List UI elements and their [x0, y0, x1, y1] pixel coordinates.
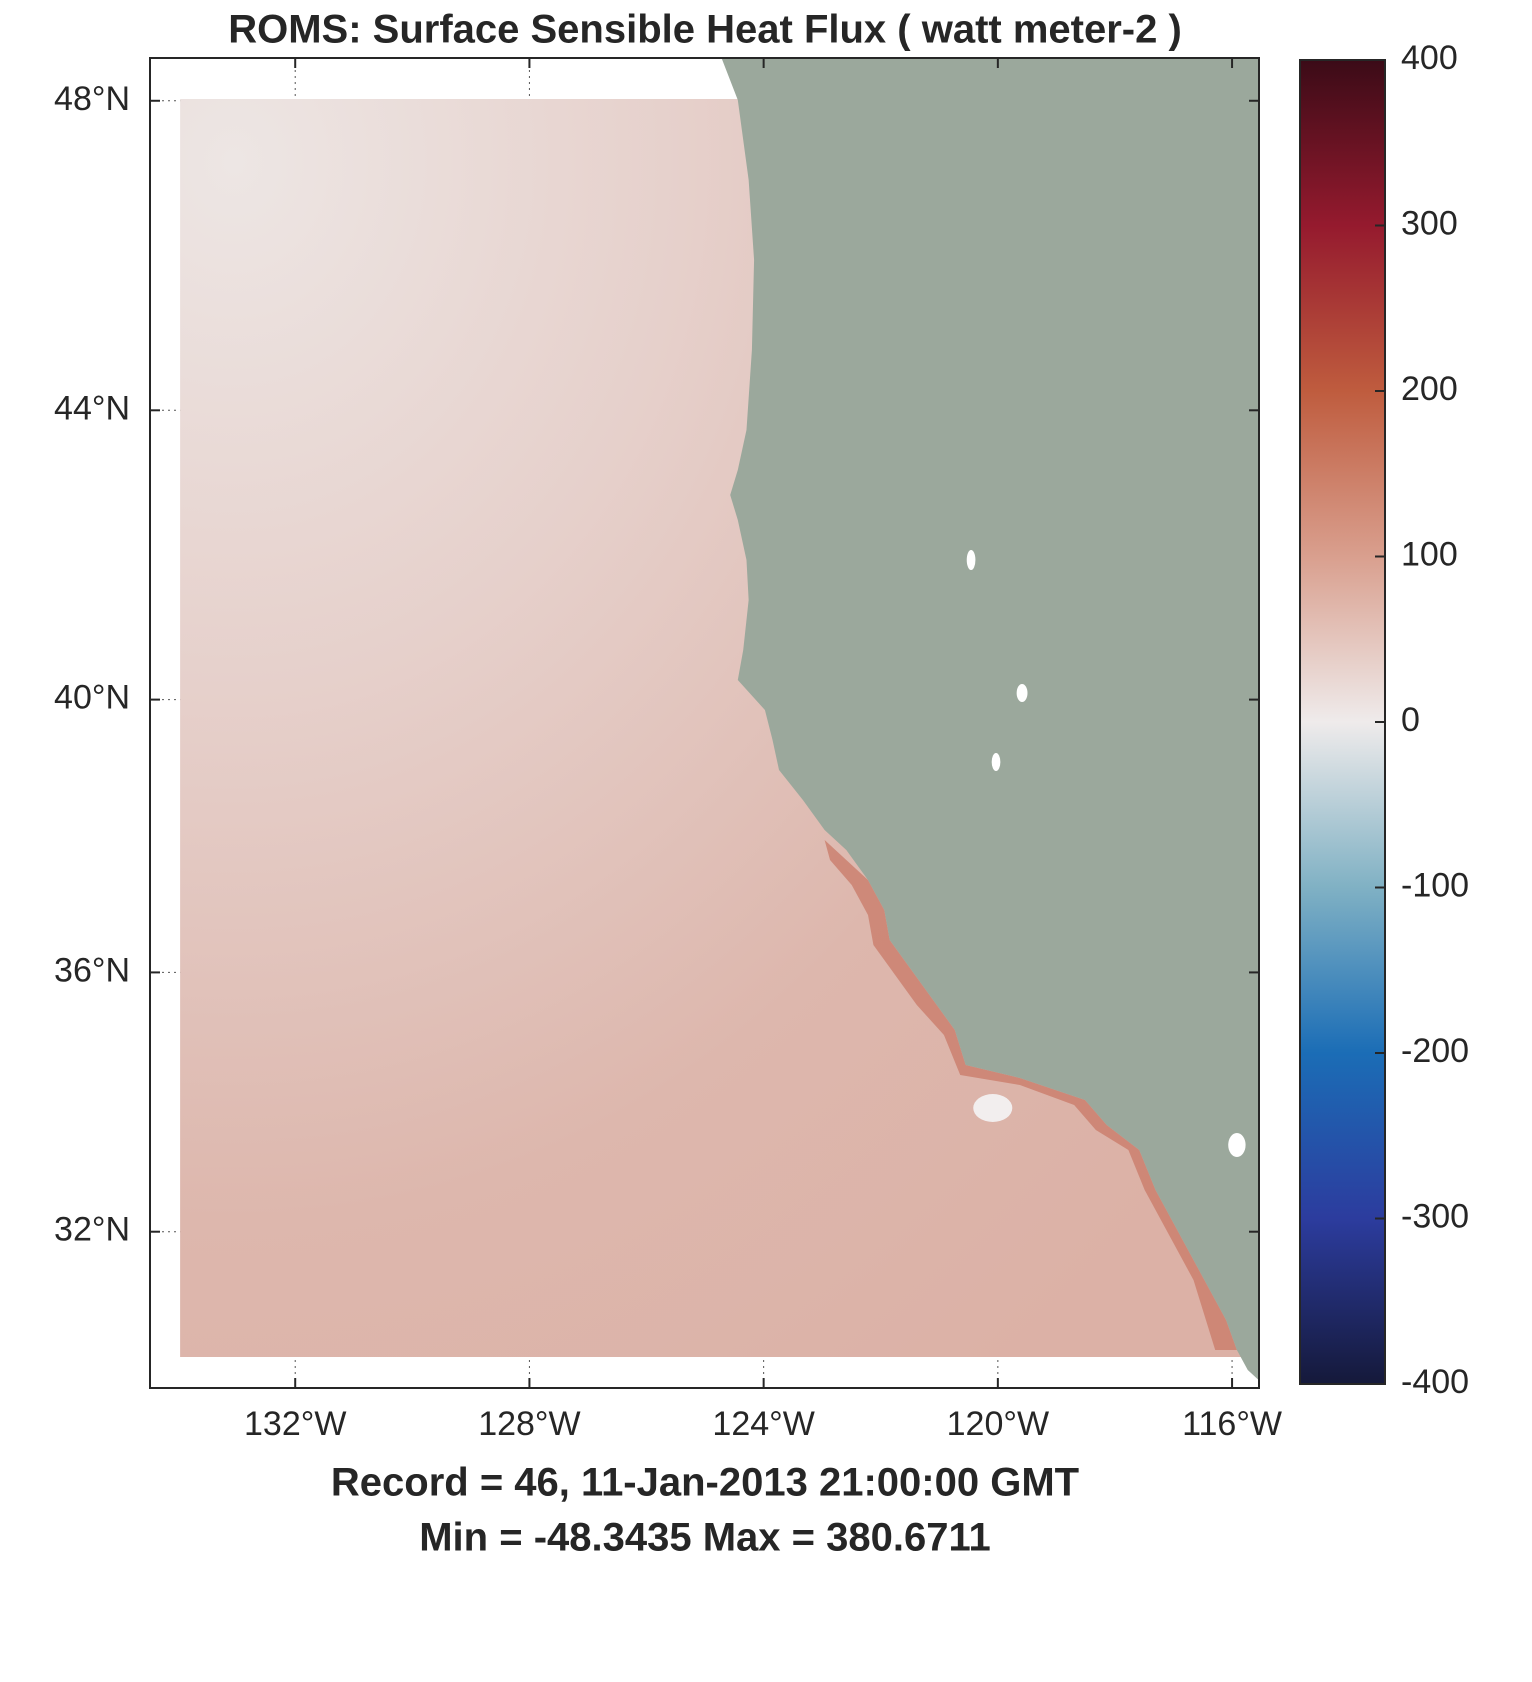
colorbar-tick-label: -200 — [1401, 1032, 1469, 1070]
subtitle: Record = 46, 11-Jan-2013 21:00:00 GMT — [331, 1461, 1079, 1505]
x-tick-label: 120°W — [947, 1405, 1049, 1443]
chart-title: ROMS: Surface Sensible Heat Flux ( watt … — [228, 8, 1182, 52]
island-halo — [973, 1094, 1013, 1122]
y-tick-label: 36°N — [54, 951, 130, 989]
land — [721, 58, 1259, 1380]
y-tick-label: 40°N — [54, 679, 130, 717]
colorbar-tick-label: 300 — [1401, 204, 1458, 242]
x-tick-label: 132°W — [244, 1405, 346, 1443]
footnote: Min = -48.3435 Max = 380.6711 — [419, 1516, 991, 1560]
colorbar-tick-label: -400 — [1401, 1363, 1469, 1401]
y-tick-label: 48°N — [54, 80, 130, 118]
colorbar — [1299, 59, 1386, 1385]
coastal-band — [824, 840, 1237, 1350]
lake — [966, 550, 976, 570]
x-tick-label: 124°W — [712, 1405, 814, 1443]
colorbar-tick-label: -300 — [1401, 1197, 1469, 1235]
colorbar-tick-label: 200 — [1401, 370, 1458, 408]
colorbar-tick-label: 100 — [1401, 535, 1458, 573]
colorbar-tick-label: -100 — [1401, 866, 1469, 904]
x-tick-label: 128°W — [478, 1405, 580, 1443]
y-tick-label: 32°N — [54, 1211, 130, 1249]
lake — [991, 753, 1001, 771]
y-tick-label: 44°N — [54, 389, 130, 427]
colorbar-tick-label: 0 — [1401, 701, 1420, 739]
map-field — [180, 58, 1259, 1380]
plot-frame — [149, 57, 1260, 1389]
lake — [1016, 684, 1028, 702]
x-tick-label: 116°W — [1182, 1405, 1282, 1443]
lake — [1228, 1133, 1246, 1157]
colorbar-tick-label: 400 — [1401, 39, 1458, 77]
